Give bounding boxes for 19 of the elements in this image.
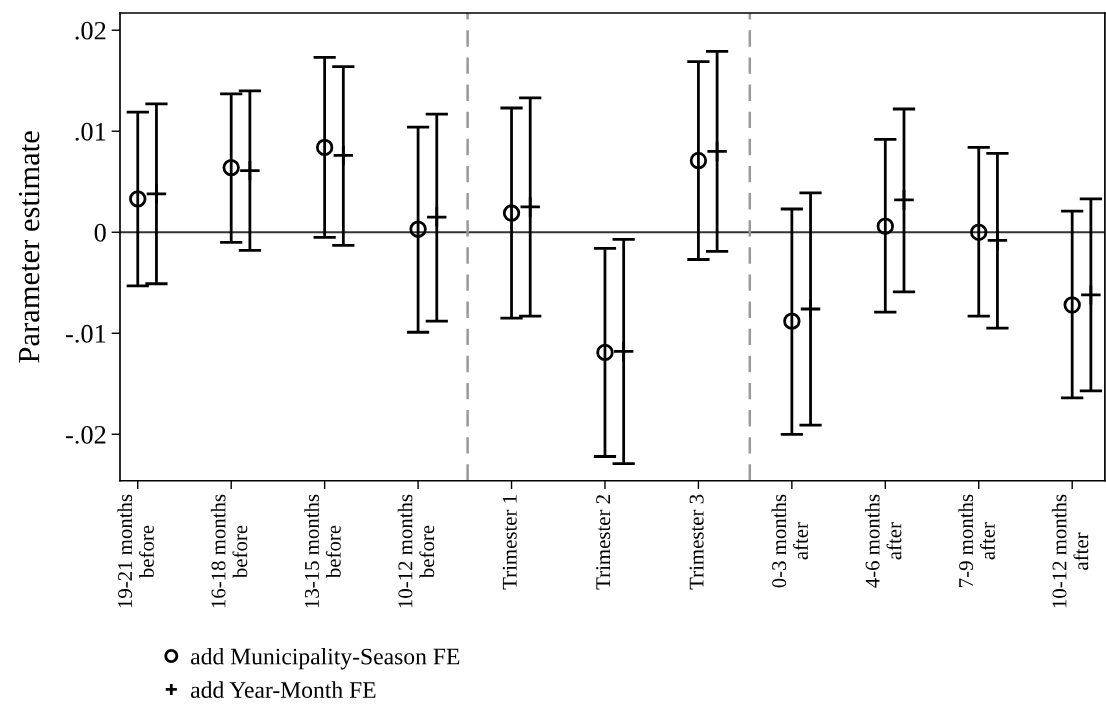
x-tick-label: Trimester 1 [502,495,517,590]
y-tick-label: .01 [75,122,106,141]
y-axis-title: Parameter estimate [18,131,40,363]
y-tick-label: -.02 [66,425,106,444]
y-tick-label: -.01 [66,324,106,343]
x-tick-label: 10-12 months before [397,494,435,608]
x-tick-label: 19-21 months before [117,494,154,608]
x-tick-label: 10-12 months after [1051,494,1089,608]
x-tick-label: 16-18 months before [210,494,248,608]
y-tick-label: 0 [94,223,106,242]
legend-label: add Year-Month FE [191,681,376,698]
x-tick-label: 4-6 months after [864,494,902,588]
x-tick-label: 7-9 months after [958,494,995,587]
legend-label: add Municipality-Season FE [191,647,460,670]
y-tick-label: .02 [75,21,106,40]
x-tick-label: Trimester 2 [596,495,611,590]
x-tick-label: 0-3 months after [771,494,808,588]
x-tick-label: 13-15 months before [304,494,341,608]
x-tick-label: Trimester 3 [689,494,704,590]
